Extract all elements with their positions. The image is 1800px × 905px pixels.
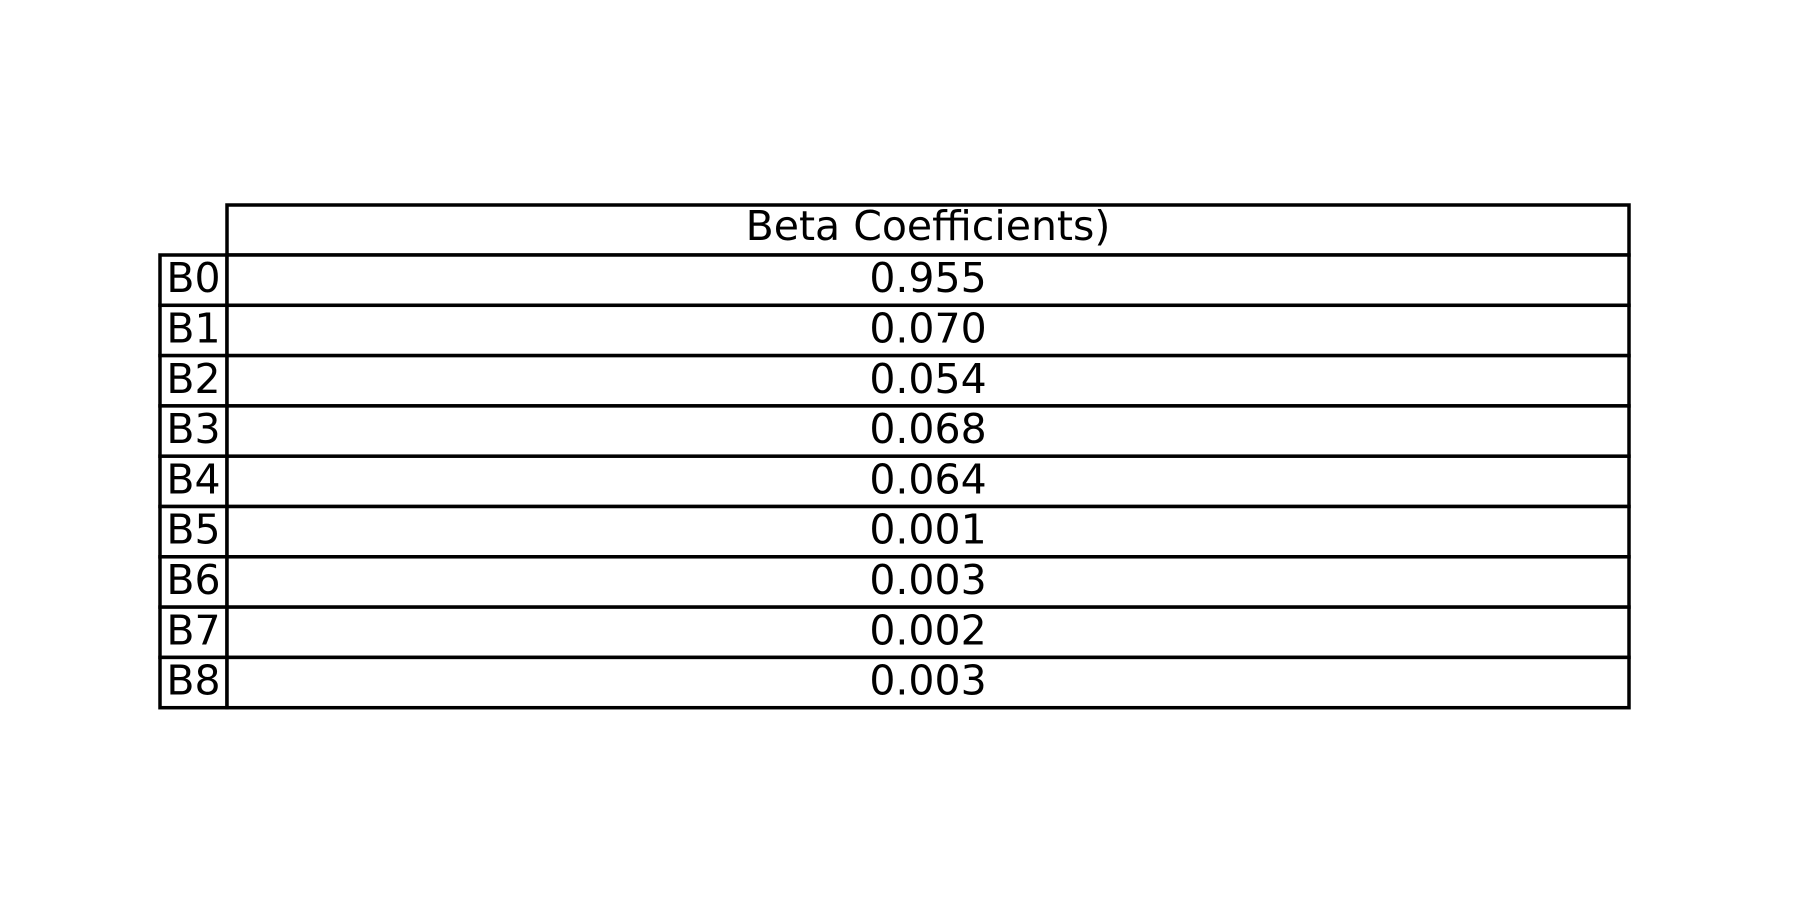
- row-label-cell: [158, 605, 229, 660]
- value-cell: [225, 605, 1631, 660]
- row-value: 0.068: [869, 405, 986, 453]
- value-cell: [225, 655, 1631, 710]
- row-value: 0.002: [869, 606, 986, 654]
- row-value: 0.054: [869, 355, 986, 403]
- row-label: B2: [166, 355, 220, 403]
- row-label-cell: [158, 404, 229, 458]
- row-label: B0: [166, 254, 220, 302]
- row-value: 0.003: [869, 657, 986, 705]
- row-label-cell: [158, 454, 229, 509]
- row-value: 0.070: [869, 304, 986, 352]
- row-label: B5: [166, 506, 220, 554]
- row-label: B7: [166, 606, 220, 654]
- row-label: B8: [166, 657, 220, 705]
- row-value: 0.001: [869, 506, 986, 554]
- value-cell: [225, 454, 1631, 509]
- column-header: Beta Coefficients): [746, 202, 1111, 250]
- row-label: B3: [166, 405, 220, 453]
- row-label: B4: [166, 455, 220, 503]
- row-value: 0.955: [869, 254, 986, 302]
- row-label: B6: [166, 556, 220, 604]
- row-value: 0.003: [869, 556, 986, 604]
- header-cell: [225, 203, 1631, 257]
- row-label: B1: [166, 304, 220, 352]
- row-value: 0.064: [869, 455, 986, 503]
